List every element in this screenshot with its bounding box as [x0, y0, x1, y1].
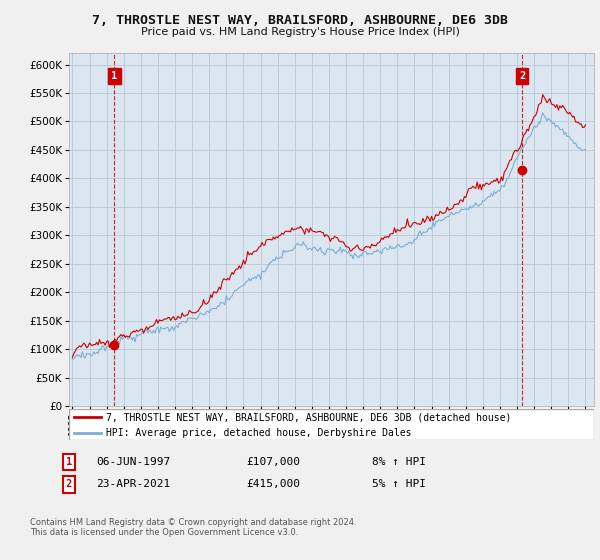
Text: 06-JUN-1997: 06-JUN-1997 [96, 457, 170, 467]
Text: £107,000: £107,000 [246, 457, 300, 467]
Text: 5% ↑ HPI: 5% ↑ HPI [372, 479, 426, 489]
Text: 2: 2 [66, 479, 72, 489]
Text: 1: 1 [111, 71, 118, 81]
Text: 2: 2 [519, 71, 526, 81]
Text: 23-APR-2021: 23-APR-2021 [96, 479, 170, 489]
Text: 8% ↑ HPI: 8% ↑ HPI [372, 457, 426, 467]
Text: HPI: Average price, detached house, Derbyshire Dales: HPI: Average price, detached house, Derb… [106, 428, 411, 438]
Text: 1: 1 [66, 457, 72, 467]
Text: Contains HM Land Registry data © Crown copyright and database right 2024.
This d: Contains HM Land Registry data © Crown c… [30, 518, 356, 538]
Text: 7, THROSTLE NEST WAY, BRAILSFORD, ASHBOURNE, DE6 3DB: 7, THROSTLE NEST WAY, BRAILSFORD, ASHBOU… [92, 14, 508, 27]
Text: £415,000: £415,000 [246, 479, 300, 489]
Text: 7, THROSTLE NEST WAY, BRAILSFORD, ASHBOURNE, DE6 3DB (detached house): 7, THROSTLE NEST WAY, BRAILSFORD, ASHBOU… [106, 412, 511, 422]
Text: Price paid vs. HM Land Registry's House Price Index (HPI): Price paid vs. HM Land Registry's House … [140, 27, 460, 37]
FancyBboxPatch shape [69, 409, 594, 440]
